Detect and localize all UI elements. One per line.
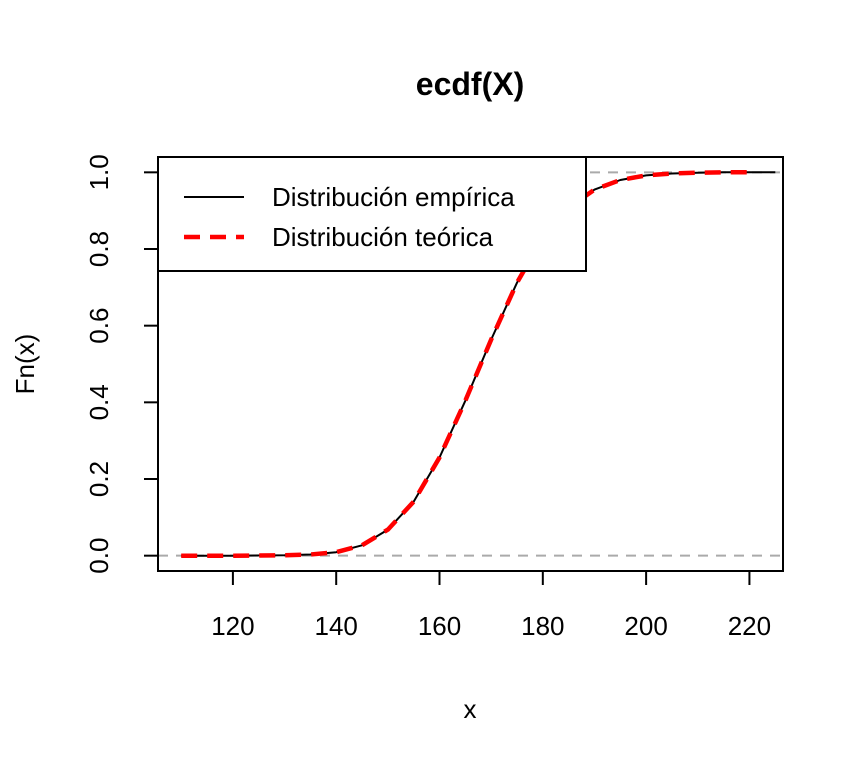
y-tick-label: 1.0 [84,154,114,190]
legend-label-2: Distribución teórica [272,222,494,252]
x-tick-label: 180 [521,611,564,641]
x-tick-label: 200 [624,611,667,641]
y-axis-label: Fn(x) [10,334,40,395]
x-tick-label: 120 [211,611,254,641]
plot-area: 120 140 160 180 200 220 0.0 0.2 0.4 0.6 0.8 1.0 Dist… [84,154,784,641]
series-line-2 [181,170,750,558]
y-tick-label: 0.4 [84,384,114,420]
x-tick-label: 140 [315,611,358,641]
chart-title: ecdf(X) [416,66,524,102]
legend-label-1: Distribución empírica [272,182,515,212]
y-tick-label: 0.0 [84,538,114,574]
y-tick-label: 0.2 [84,461,114,497]
x-tick-label: 160 [418,611,461,641]
x-axis-label: x [464,694,477,724]
y-tick-label: 0.8 [84,231,114,267]
legend-box [157,156,587,272]
x-tick-label: 220 [728,611,771,641]
y-tick-label: 0.6 [84,308,114,344]
